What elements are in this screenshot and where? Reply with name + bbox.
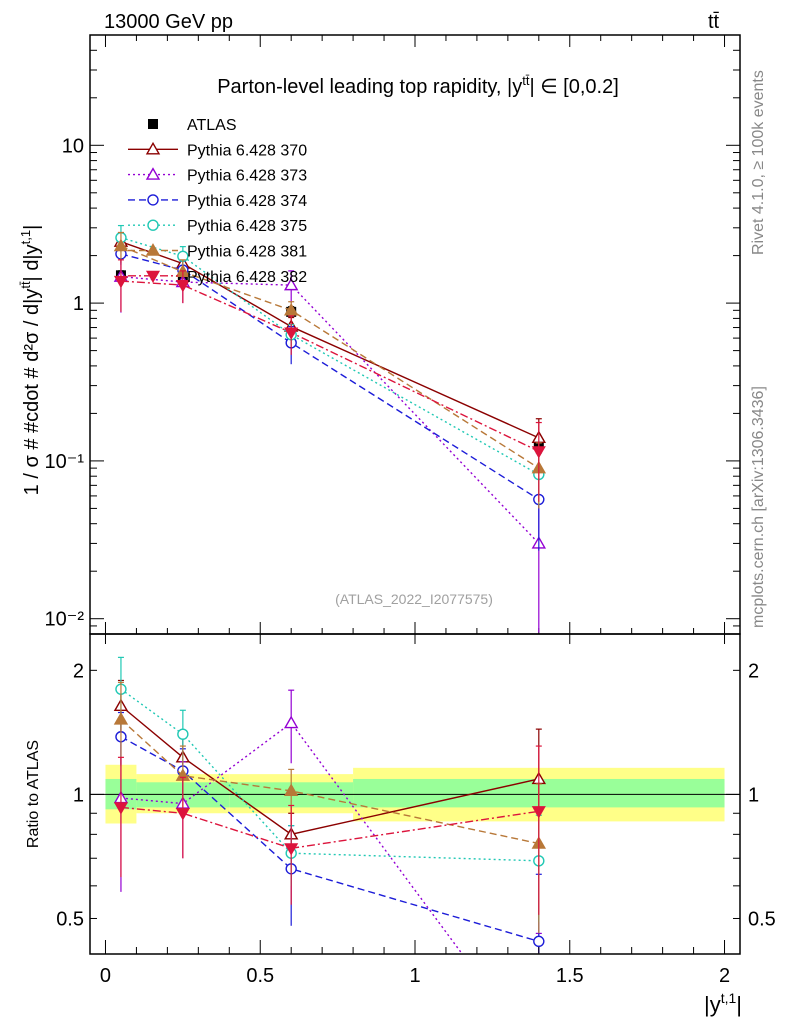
ratio-point	[113, 802, 128, 815]
legend-label: Pythia 6.428 373	[187, 168, 307, 185]
ratio-panel: 2 2 1 1 0.5 0.5 0 0.5 1 1.5 2 Ratio to ATLAS |yt,1…	[25, 633, 776, 1017]
y-tick-label-right: 2	[748, 660, 759, 682]
x-tick-label: 1.5	[556, 965, 584, 987]
series-pythia-6-428-373	[113, 252, 547, 633]
legend: ATLAS Pythia 6.428 370 Pythia 6.428 373 Pyt…	[128, 117, 307, 286]
legend-label: Pythia 6.428 382	[187, 269, 307, 286]
legend-marker	[145, 243, 161, 256]
y-tick-label-right: 0.5	[748, 908, 776, 930]
main-series	[113, 224, 547, 633]
series-pythia-6-428-374	[115, 243, 545, 551]
x-tick-label: 0.5	[246, 965, 274, 987]
legend-label: Pythia 6.428 370	[187, 142, 307, 159]
process-label: tt̄	[708, 11, 720, 33]
series-pythia-6-428-382	[113, 259, 546, 502]
ratio-line	[120, 722, 464, 954]
y-tick-label: 10⁻¹	[45, 451, 85, 473]
ratio-line	[120, 718, 539, 845]
data-point	[531, 446, 546, 459]
main-panel: 10 1 10⁻¹ 10⁻² (ATLAS_2022_I2077575) Parton…	[18, 34, 741, 635]
data-point	[113, 238, 129, 252]
ratio-series-pythia-6-428-374	[115, 711, 545, 953]
ratio-point	[533, 935, 545, 948]
x-tick-label: 0	[100, 965, 111, 987]
y-tick-label: 0.5	[56, 908, 84, 930]
main-y-axis-label: 1 / σ # #cdot # d²σ / d|ytt̄| d|yt,1|	[18, 225, 43, 496]
legend-label: Pythia 6.428 375	[187, 218, 307, 235]
data-point	[175, 280, 190, 293]
main-ticks: 10 1 10⁻¹ 10⁻²	[45, 34, 740, 635]
ratio-point	[177, 728, 189, 740]
y-tick-label-right: 1	[748, 784, 759, 806]
ratio-ticks: 2 2 1 1 0.5 0.5 0 0.5 1 1.5 2	[56, 634, 776, 987]
legend-item: Pythia 6.428 374	[128, 193, 307, 210]
series-line	[120, 236, 540, 476]
series-line	[120, 245, 540, 469]
ratio-series-pythia-6-428-382	[113, 745, 546, 915]
legend-label: ATLAS	[187, 117, 237, 134]
x-axis-label: |yt,1|	[704, 990, 742, 1017]
legend-marker	[147, 219, 159, 231]
legend-marker	[145, 141, 161, 155]
ratio-point	[531, 806, 546, 819]
y-tick-label: 10	[62, 135, 84, 157]
legend-item: Pythia 6.428 382	[128, 269, 307, 286]
data-point	[113, 275, 128, 289]
legend-marker	[148, 119, 158, 129]
ratio-line	[120, 688, 539, 862]
x-tick-label: 1	[409, 965, 420, 987]
main-title: Parton-level leading top rapidity, |ytt̄…	[217, 73, 619, 98]
y-tick-label: 2	[73, 660, 84, 682]
series-line	[120, 280, 540, 452]
x-tick-label: 2	[719, 965, 730, 987]
data-point	[283, 302, 299, 316]
legend-item: ATLAS	[148, 117, 237, 134]
ratio-line	[120, 705, 539, 836]
legend-item: Pythia 6.428 375	[128, 218, 307, 235]
legend-marker	[145, 167, 161, 180]
ratio-frame	[89, 633, 741, 955]
y-tick-label: 10⁻²	[45, 609, 85, 631]
series-pythia-6-428-381	[113, 231, 547, 509]
legend-label: Pythia 6.428 381	[187, 244, 307, 261]
ratio-series-pythia-6-428-373	[113, 689, 542, 954]
ratio-point	[284, 843, 299, 856]
ratio-point	[175, 808, 190, 821]
side-label-top: Rivet 4.1.0, ≥ 100k events	[750, 70, 767, 255]
energy-label: 13000 GeV pp	[104, 11, 233, 33]
ratio-point	[283, 715, 299, 729]
y-tick-label: 1	[73, 293, 84, 315]
legend-item: Pythia 6.428 370	[128, 141, 307, 159]
legend-item: Pythia 6.428 373	[128, 167, 307, 185]
watermark: (ATLAS_2022_I2077575)	[335, 591, 493, 607]
ratio-point	[113, 712, 129, 725]
legend-item: Pythia 6.428 381	[128, 243, 307, 261]
ratio-series	[113, 656, 547, 954]
side-label-bottom: mcplots.cern.ch [arXiv:1306.3436]	[750, 386, 767, 628]
legend-label: Pythia 6.428 374	[187, 193, 307, 210]
legend-marker	[147, 194, 159, 206]
y-tick-label: 1	[73, 784, 84, 806]
ratio-y-axis-label: Ratio to ATLAS	[25, 740, 42, 848]
data-point	[283, 277, 299, 291]
ratio-line	[120, 806, 539, 850]
ratio-point	[283, 783, 299, 797]
legend-marker	[145, 270, 161, 284]
ratio-line	[120, 736, 540, 943]
data-point	[284, 327, 299, 340]
